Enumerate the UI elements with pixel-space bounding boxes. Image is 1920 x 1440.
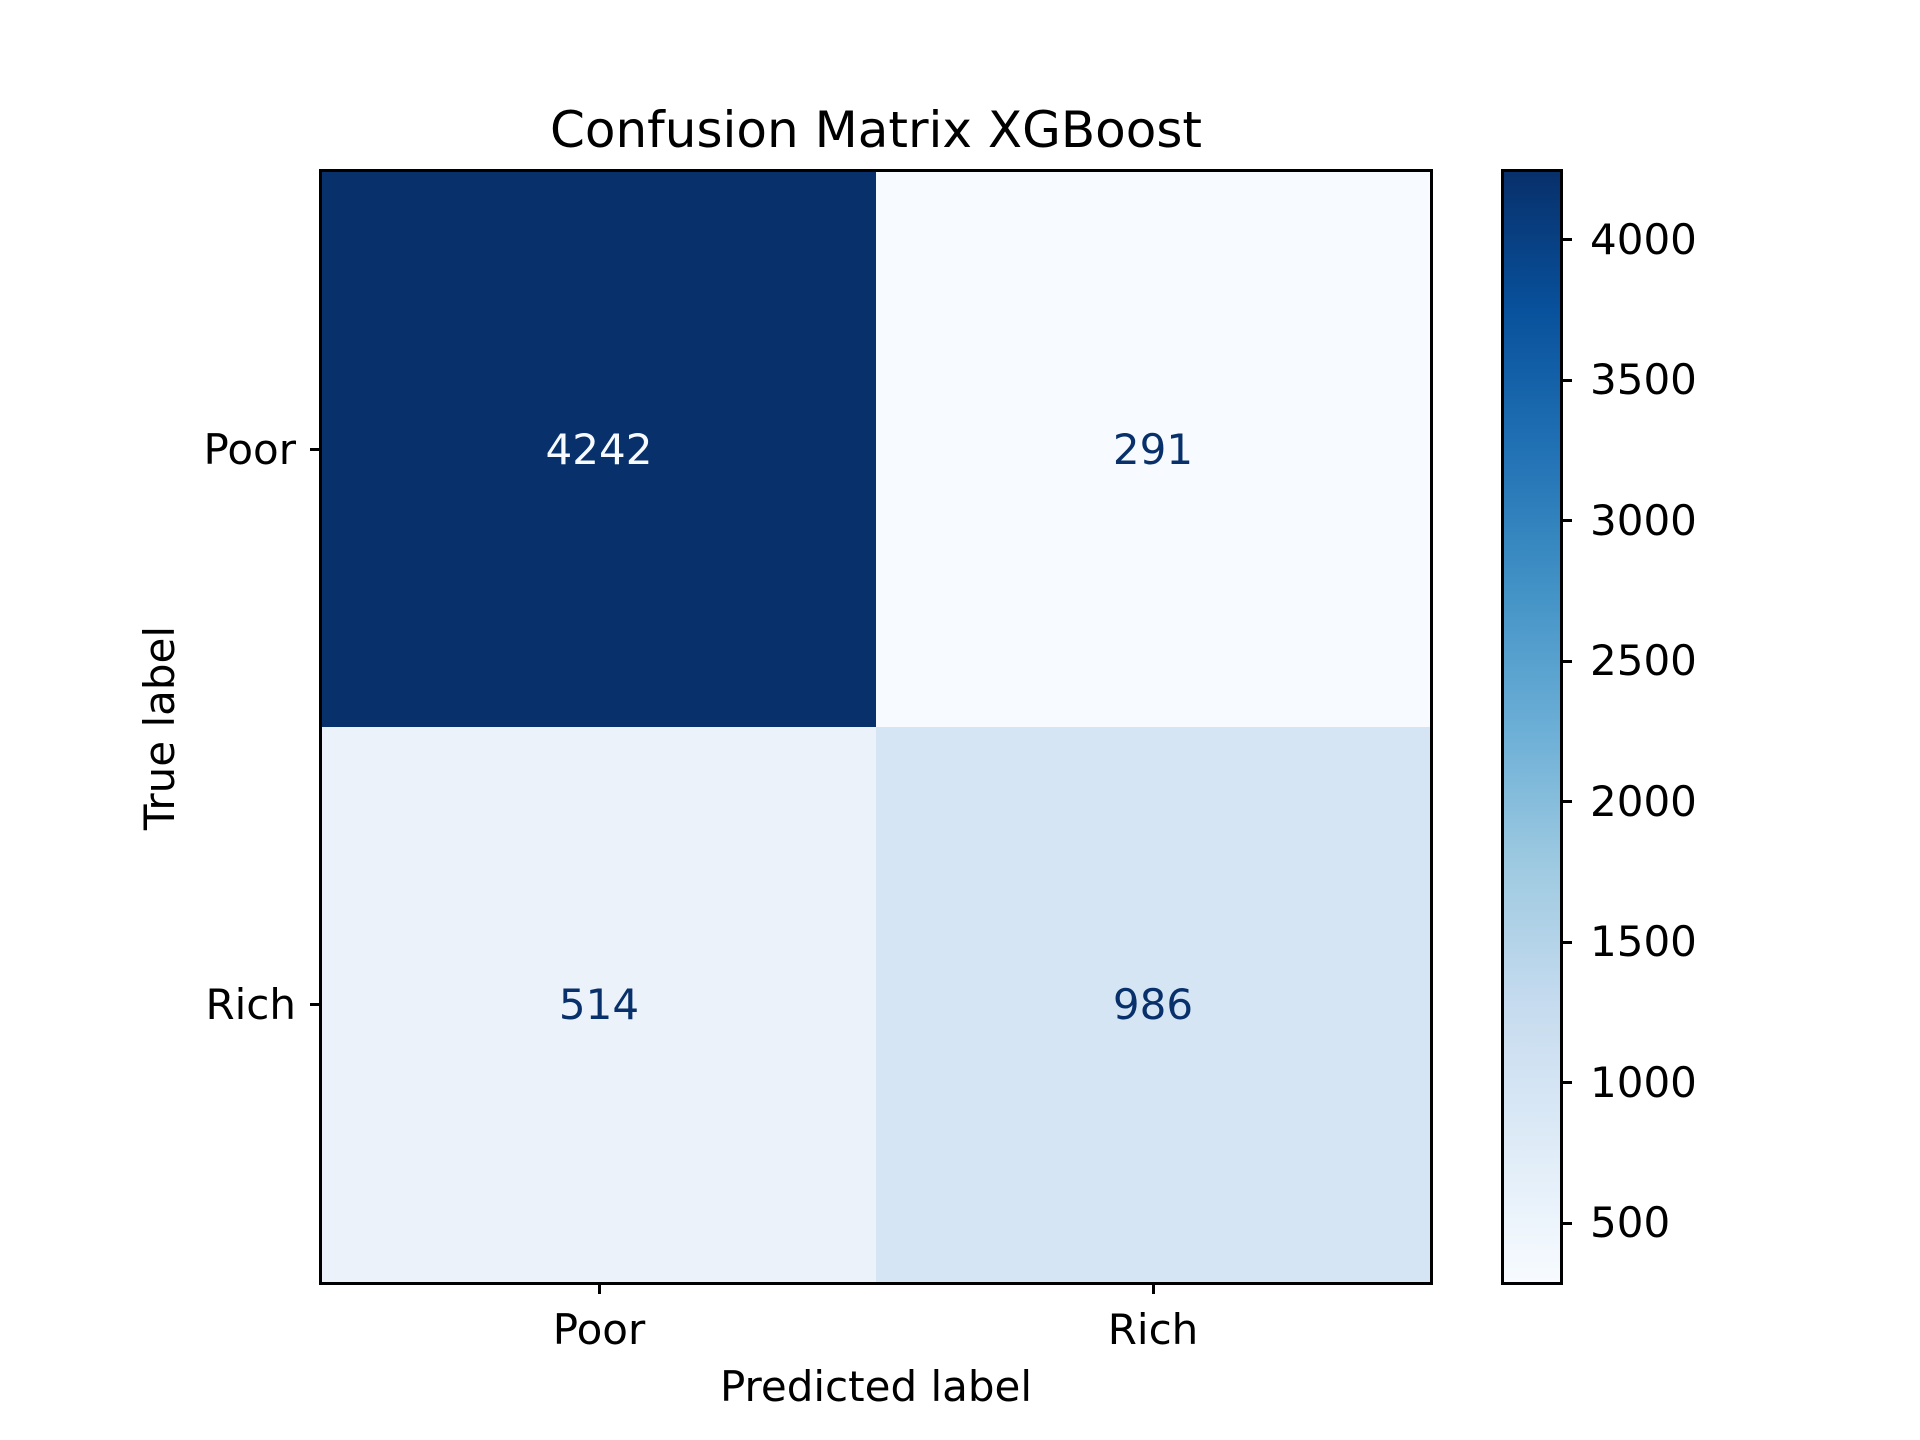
colorbar-tick-label-3000: 3000 — [1590, 495, 1697, 545]
colorbar-tick-mark — [1560, 519, 1572, 523]
colorbar-tick-label-1500: 1500 — [1590, 917, 1697, 967]
y-axis-label: True label — [135, 625, 184, 831]
x-tick-label-poor: Poor — [552, 1305, 646, 1354]
colorbar-tick-mark — [1560, 940, 1572, 944]
matrix-cell-rich-poor: 514 — [322, 727, 876, 1282]
colorbar-tick-label-2000: 2000 — [1590, 776, 1697, 826]
colorbar-tick-mark — [1560, 1081, 1572, 1085]
y-tick-label-rich: Rich — [205, 979, 296, 1029]
x-axis-label: Predicted label — [719, 1362, 1033, 1411]
colorbar-tick-mark — [1560, 1221, 1572, 1225]
y-tick-label-poor: Poor — [203, 424, 297, 474]
colorbar-tick-mark — [1560, 238, 1572, 242]
heatmap-plot-area: 4242 291 514 986 — [319, 169, 1433, 1285]
colorbar-tick-label-2500: 2500 — [1590, 636, 1697, 686]
colorbar — [1501, 169, 1563, 1285]
matrix-cell-rich-rich: 986 — [876, 727, 1430, 1282]
colorbar-tick-mark — [1560, 800, 1572, 804]
colorbar-tick-mark — [1560, 378, 1572, 382]
x-tick-mark — [597, 1282, 601, 1294]
colorbar-tick-label-500: 500 — [1590, 1198, 1671, 1248]
matrix-cell-poor-poor: 4242 — [322, 172, 876, 727]
colorbar-tick-label-3500: 3500 — [1590, 355, 1697, 405]
colorbar-tick-mark — [1560, 659, 1572, 663]
x-tick-mark — [1151, 1282, 1155, 1294]
chart-title: Confusion Matrix XGBoost — [549, 101, 1203, 159]
colorbar-tick-label-1000: 1000 — [1590, 1057, 1697, 1107]
matrix-cell-poor-rich: 291 — [876, 172, 1430, 727]
x-tick-label-rich: Rich — [1107, 1305, 1199, 1354]
y-tick-mark — [310, 448, 322, 451]
colorbar-tick-label-4000: 4000 — [1590, 214, 1697, 264]
y-tick-mark — [310, 1003, 322, 1006]
